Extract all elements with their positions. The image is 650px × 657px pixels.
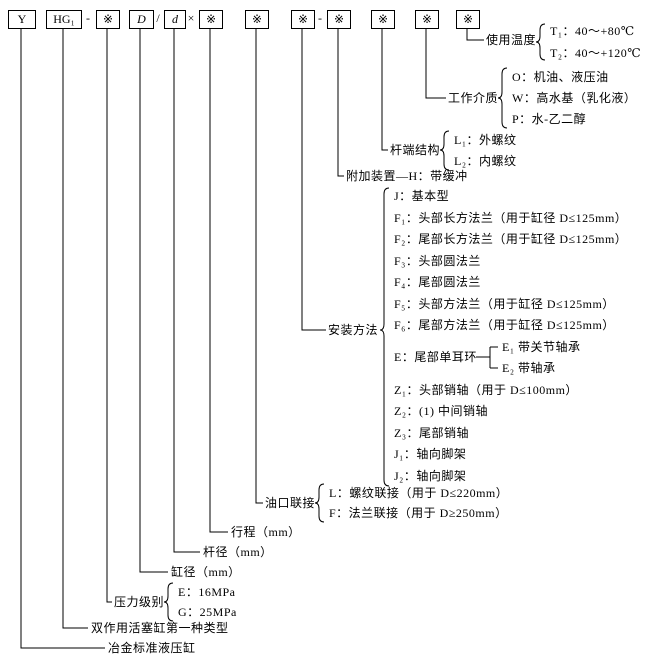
label-oil-port: 油口联接 <box>265 496 316 510</box>
item-mounting-f4: F₄：尾部圆法兰 <box>394 275 481 289</box>
code-box-temperature: ※ <box>456 10 480 29</box>
separator-dash-icon: - <box>318 11 322 25</box>
label-bore-dia: 缸径（mm） <box>171 565 241 579</box>
item-medium-w: W：高水基（乳化液） <box>512 91 637 105</box>
item-mounting-j1: J₁：轴向脚架 <box>394 447 467 461</box>
item-medium-o: O：机油、液压油 <box>512 70 609 84</box>
item-ear-option-e1: E₁ 带关节轴承 <box>502 340 581 354</box>
line-type <box>62 27 88 629</box>
item-mounting-z1: Z₁：头部销轴（用于 D≤100mm） <box>394 383 578 397</box>
label-rod-dia: 杆径（mm） <box>203 545 273 559</box>
line-medium <box>425 27 446 99</box>
item-pressure-g: G：25MPa <box>178 605 237 619</box>
code-box-rod-end: ※ <box>371 10 395 29</box>
item-rod-end-l1: L₁：外螺纹 <box>454 133 517 147</box>
brace-temperature <box>535 23 546 61</box>
line-rod-dia <box>173 27 200 553</box>
item-mounting-z2: Z₂：(1) 中间销轴 <box>394 404 489 418</box>
item-mounting-f1: F₁：头部长方法兰（用于缸径 D≤125mm） <box>394 211 628 225</box>
line-stroke <box>209 27 228 533</box>
code-box-pressure: ※ <box>96 10 120 29</box>
line-oil-port <box>255 27 263 504</box>
brace-mounting <box>379 187 390 487</box>
label-cylinder-type: 双作用活塞缸第一种类型 <box>91 621 229 635</box>
separator-slash-icon: / <box>156 11 160 25</box>
code-box-attachment: ※ <box>327 10 351 29</box>
item-mounting-z3: Z₃：尾部销轴 <box>394 426 470 440</box>
line-pressure <box>106 27 112 603</box>
item-temperature-t1: T₁：40～+80℃ <box>550 24 635 38</box>
label-temperature: 使用温度 <box>486 33 537 47</box>
line-mounting <box>301 27 326 331</box>
item-mounting-j: J：基本型 <box>394 189 450 203</box>
separator-dash-icon: - <box>86 11 90 25</box>
item-ear-option-e2: E₂ 带轴承 <box>502 361 556 375</box>
code-box-medium: ※ <box>415 10 439 29</box>
brace-medium <box>497 67 508 129</box>
label-mounting: 安装方法 <box>328 323 379 337</box>
label-medium: 工作介质 <box>448 91 499 105</box>
label-stroke: 行程（mm） <box>231 525 301 539</box>
item-mounting-f2: F₂：尾部长方法兰（用于缸径 D≤125mm） <box>394 232 628 246</box>
item-mounting-f6: F₆：尾部方法兰（用于缸径 D≤125mm） <box>394 318 615 332</box>
brace-oil-port <box>314 483 325 523</box>
label-pressure: 压力级别 <box>114 595 165 609</box>
label-rod-end: 杆端结构 <box>390 143 441 157</box>
fork-ear-options <box>476 346 498 369</box>
code-box-stroke: ※ <box>199 10 223 29</box>
label-cylinder-name: 冶金标准液压缸 <box>108 641 196 655</box>
code-box-hg1: HG₁ <box>46 10 82 29</box>
item-mounting-j2: J₂：轴向脚架 <box>394 469 467 483</box>
item-mounting-f3: F₃：头部圆法兰 <box>394 254 481 268</box>
item-mounting-f5: F₅：头部方法兰（用于缸径 D≤125mm） <box>394 297 615 311</box>
brace-rod-end <box>439 130 450 171</box>
code-box-rod-d: d <box>164 10 186 29</box>
item-pressure-e: E：16MPa <box>178 585 236 599</box>
item-oil-port-l: L：螺纹联接（用于 D≤220mm） <box>329 486 509 500</box>
item-mounting-ear: E：尾部单耳环 <box>394 350 477 364</box>
brace-pressure <box>163 582 174 622</box>
separator-times-icon: × <box>187 11 195 25</box>
line-bore-dia <box>139 27 168 573</box>
line-attachment <box>337 27 344 177</box>
code-box-oil-port: ※ <box>245 10 269 29</box>
line-temperature <box>466 27 484 41</box>
item-temperature-t2: T₂：40～+120℃ <box>550 46 642 60</box>
label-attachment: 附加装置—H：带缓冲 <box>346 169 468 183</box>
code-box-mounting: ※ <box>291 10 315 29</box>
item-medium-p: P：水-乙二醇 <box>512 112 587 126</box>
line-name <box>20 27 105 649</box>
item-rod-end-l2: L₂：内螺纹 <box>454 154 517 168</box>
line-rod-end <box>381 27 388 151</box>
code-box-bore-d: D <box>129 10 154 29</box>
code-box-series-y: Y <box>8 10 36 29</box>
item-oil-port-f: F：法兰联接（用于 D≥250mm） <box>329 506 508 520</box>
